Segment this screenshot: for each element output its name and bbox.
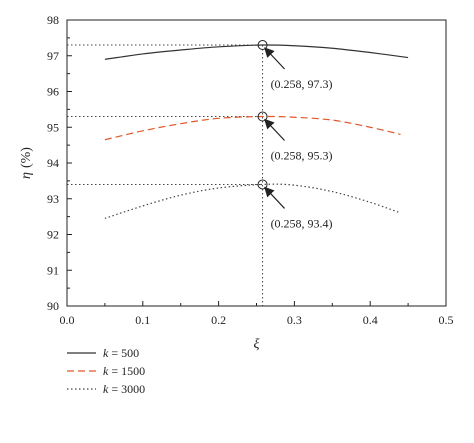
y-tick-label: 90 xyxy=(47,299,59,313)
annotation-label: (0.258, 97.3) xyxy=(271,77,333,91)
series-layer xyxy=(104,44,409,219)
y-tick-label: 91 xyxy=(47,263,59,277)
y-tick-label: 93 xyxy=(47,192,59,206)
optimum-marker xyxy=(257,179,268,190)
legend-label-2: k = 3000 xyxy=(103,382,145,396)
y-tick-label: 94 xyxy=(47,156,59,170)
annotation-arrow xyxy=(264,47,286,70)
x-axis-ticks: 0.0 0.1 0.2 0.3 0.4 0.5 xyxy=(60,301,454,327)
x-axis-title: ξ xyxy=(254,337,260,352)
y-tick-label: 97 xyxy=(47,49,59,63)
y-tick-label: 96 xyxy=(47,85,59,99)
series-line-1 xyxy=(104,115,401,141)
series-line-0 xyxy=(104,44,409,60)
x-tick-label: 0.3 xyxy=(287,313,302,327)
reference-guides xyxy=(67,44,264,306)
optimum-marker xyxy=(257,40,268,51)
y-tick-label: 92 xyxy=(47,228,59,242)
plot-frame xyxy=(66,19,447,307)
series-line-2 xyxy=(104,183,401,219)
annotation-arrow xyxy=(264,186,286,209)
annotation-label: (0.258, 95.3) xyxy=(271,149,333,163)
legend: k = 500 k = 1500 k = 3000 xyxy=(67,346,145,396)
y-tick-label: 95 xyxy=(47,120,59,134)
legend-label-0: k = 500 xyxy=(103,346,139,360)
y-axis-ticks: 90 91 92 93 94 95 96 97 98 xyxy=(47,13,72,313)
optimum-markers xyxy=(257,40,268,190)
optimum-marker xyxy=(257,111,268,122)
x-tick-label: 0.0 xyxy=(60,313,75,327)
x-tick-label: 0.4 xyxy=(363,313,378,327)
y-axis-title: η(%) xyxy=(19,147,34,179)
x-tick-label: 0.5 xyxy=(439,313,454,327)
annotations: (0.258, 97.3) (0.258, 95.3) (0.258, 93.4) xyxy=(264,47,333,230)
y-tick-label: 98 xyxy=(47,13,59,27)
x-tick-label: 0.2 xyxy=(211,313,226,327)
legend-label-1: k = 1500 xyxy=(103,364,145,378)
x-tick-label: 0.1 xyxy=(135,313,150,327)
annotation-arrow xyxy=(264,118,286,141)
annotation-label: (0.258, 93.4) xyxy=(271,216,333,230)
